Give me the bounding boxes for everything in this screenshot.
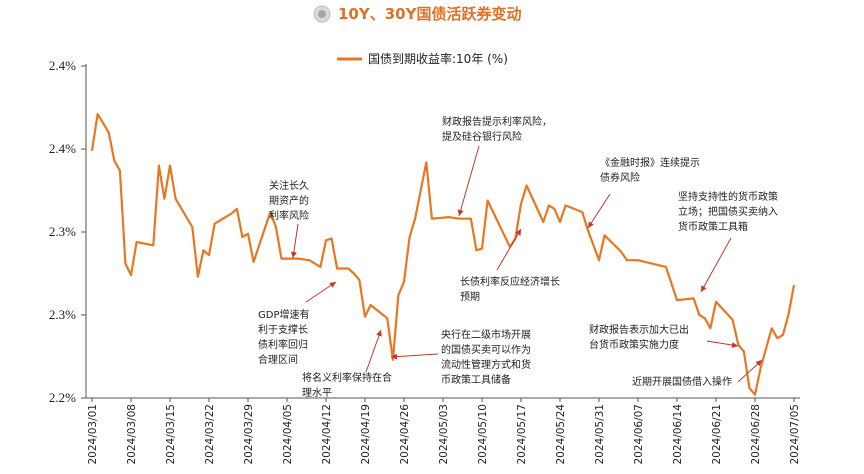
annotation-text: 央行在二级市场开展的国债买卖可以作为流动性管理方式和货币政策工具储备 bbox=[441, 328, 531, 386]
annotation-line: 关注长久 bbox=[269, 179, 309, 192]
x-tick-label: 2024/03/01 bbox=[87, 404, 99, 465]
x-tick-label: 2024/05/17 bbox=[516, 404, 528, 465]
annotation-arrowhead-icon bbox=[329, 282, 336, 288]
annotation-line: 债券风险 bbox=[600, 171, 640, 184]
annotation-arrowhead-icon bbox=[755, 360, 762, 367]
annotation-line: 利率风险 bbox=[269, 209, 309, 222]
annotation-line: 央行在二级市场开展 bbox=[441, 328, 531, 341]
y-tick-label: 2.3% bbox=[49, 224, 76, 239]
annotation-text: 长债利率反应经济增长预期 bbox=[460, 275, 560, 303]
annotation-arrow bbox=[390, 353, 439, 358]
annotation-arrow bbox=[587, 193, 611, 229]
annotation-text: 将名义利率保持在合理水平 bbox=[302, 371, 392, 399]
annotation-line: 合理区间 bbox=[258, 353, 298, 366]
annotation-line: 期资产的 bbox=[269, 194, 309, 207]
x-tick-label: 2024/06/07 bbox=[633, 404, 645, 465]
annotation-line: 流动性管理方式和货 bbox=[441, 358, 531, 371]
series-group bbox=[90, 112, 796, 396]
annotation-arrowhead-icon bbox=[457, 209, 464, 216]
x-tick-label: 2024/03/22 bbox=[204, 404, 216, 465]
annotation-line: GDP增速有 bbox=[258, 308, 309, 321]
x-tick-label: 2024/06/14 bbox=[672, 404, 684, 465]
annotation-arrow bbox=[305, 281, 337, 303]
annotation-arrowhead-icon bbox=[376, 330, 382, 337]
annotation-line: 将名义利率保持在合 bbox=[302, 371, 392, 384]
annotation-text: 《金融时报》连续提示债券风险 bbox=[600, 156, 700, 184]
x-tick-label: 2024/07/05 bbox=[789, 404, 801, 465]
x-tick-group: 2024/03/01 2024/03/08 2024/03/15 2024/03/22… bbox=[87, 398, 801, 465]
annotation-arrowhead-icon bbox=[515, 229, 521, 236]
y-tick-label: 2.4% bbox=[49, 141, 76, 156]
y-tick-group: 2.4% 2.4% 2.3% 2.3% 2.2% bbox=[49, 58, 86, 405]
x-tick-label: 2024/04/26 bbox=[399, 404, 411, 465]
annotation-arrowhead-icon bbox=[588, 221, 594, 228]
y-tick-label: 2.3% bbox=[49, 307, 76, 322]
annotation-line: 坚持支持性的货币政策 bbox=[678, 190, 778, 203]
title-bullet-inner-icon bbox=[318, 10, 326, 18]
annotation-line: 货币政策工具箱 bbox=[678, 220, 748, 233]
annotation-line: 财政报告表示加大已出 bbox=[589, 323, 689, 336]
annotation-text: 坚持支持性的货币政策立场；把国债买卖纳入货币政策工具箱 bbox=[678, 190, 778, 233]
legend-label: 国债到期收益率:10年 (%) bbox=[368, 51, 508, 66]
annotation-arrow bbox=[700, 237, 732, 293]
annotation-line: 币政策工具储备 bbox=[441, 373, 511, 386]
x-tick-label: 2024/04/05 bbox=[282, 404, 294, 465]
annotation-text: 财政报告提示利率风险， 提及硅谷银行风险 bbox=[442, 115, 552, 143]
annotation-line: 长债利率反应经济增长 bbox=[460, 275, 560, 288]
annotation-line: 提及硅谷银行风险 bbox=[442, 130, 522, 143]
title-group: 10Y、30Y国债活跃券变动 bbox=[313, 5, 521, 23]
annotation-line: 利于支撑长 bbox=[258, 323, 308, 336]
x-tick-label: 2024/06/21 bbox=[711, 404, 723, 465]
x-tick-label: 2024/04/12 bbox=[321, 404, 333, 465]
x-tick-label: 2024/05/31 bbox=[594, 404, 606, 465]
chart-title: 10Y、30Y国债活跃券变动 bbox=[338, 5, 521, 23]
annotation-line: 的国债买卖可以作为 bbox=[441, 343, 531, 356]
annotation-arrowhead-icon bbox=[290, 251, 297, 258]
annotation-line: 理水平 bbox=[302, 387, 332, 399]
x-tick-label: 2024/05/24 bbox=[555, 404, 567, 465]
annotation-arrowhead-icon bbox=[391, 353, 398, 360]
annotation-text: GDP增速有利于支撑长债利率回归合理区间 bbox=[258, 308, 309, 366]
annotation-text: 财政报告表示加大已出台货币政策实施力度 bbox=[589, 323, 689, 351]
annotation-line: 台货币政策实施力度 bbox=[589, 338, 679, 351]
annotation-arrow bbox=[496, 228, 522, 271]
annotation-line: 立场；把国债买卖纳入 bbox=[678, 205, 778, 218]
x-tick-label: 2024/05/10 bbox=[477, 404, 489, 465]
annotation-arrow bbox=[365, 329, 382, 373]
annotation-arrowhead-icon bbox=[731, 342, 738, 349]
annotation-arrow bbox=[458, 145, 480, 217]
annotation-arrowhead-icon bbox=[701, 285, 707, 292]
x-tick-label: 2024/06/28 bbox=[750, 404, 762, 465]
annotation-line: 《金融时报》连续提示 bbox=[600, 156, 700, 169]
annotation-line: 近期开展国债借入操作 bbox=[632, 375, 732, 388]
annotation-line: 财政报告提示利率风险， bbox=[442, 115, 552, 128]
annotation-line: 预期 bbox=[460, 291, 480, 303]
annotation-group: 关注长久期资产的利率风险 GDP增速有利于支撑长债利率回归合理区间将名义利率保持在… bbox=[258, 115, 778, 399]
series-line bbox=[90, 112, 796, 396]
x-tick-label: 2024/03/08 bbox=[126, 404, 138, 465]
annotation-text: 关注长久期资产的利率风险 bbox=[269, 179, 309, 222]
x-tick-label: 2024/03/29 bbox=[243, 404, 255, 465]
legend: 国债到期收益率:10年 (%) bbox=[337, 51, 508, 66]
annotation-text: 近期开展国债借入操作 bbox=[632, 375, 732, 388]
x-tick-label: 2024/05/03 bbox=[438, 404, 450, 465]
y-tick-label: 2.2% bbox=[49, 390, 76, 405]
x-tick-label: 2024/04/19 bbox=[360, 404, 372, 465]
x-tick-label: 2024/03/15 bbox=[165, 404, 177, 465]
y-tick-label: 2.4% bbox=[49, 58, 76, 73]
annotation-line: 债利率回归 bbox=[258, 338, 308, 351]
